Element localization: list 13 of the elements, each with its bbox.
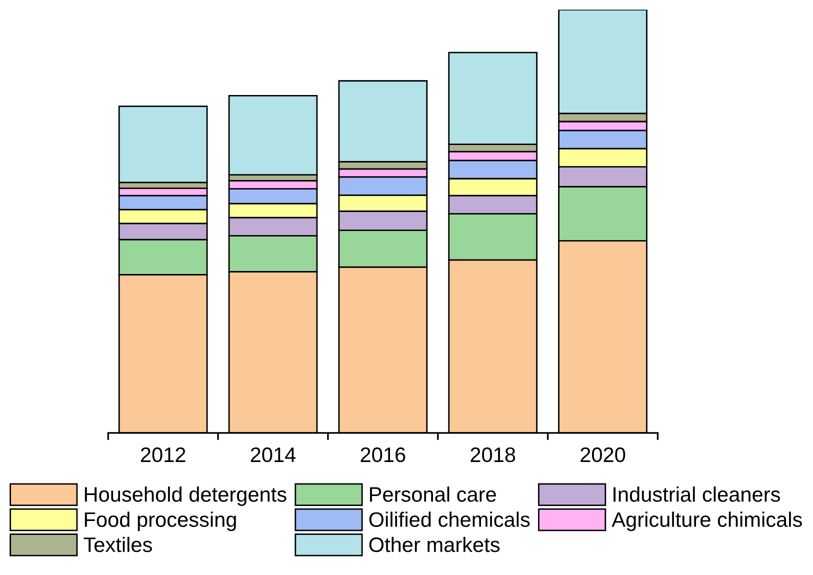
- x-tick-label: 2016: [360, 447, 406, 462]
- legend-label: Other markets: [369, 536, 500, 552]
- legend-label: Textiles: [84, 536, 152, 552]
- legend-label: Food processing: [84, 512, 236, 532]
- x-tick-label: 2012: [140, 447, 186, 462]
- x-tick-label: 2020: [580, 447, 626, 462]
- x-tick-label: 2014: [250, 447, 296, 462]
- legend-label: Industrial cleaners: [614, 486, 780, 502]
- legend-label: Oilified chemicals: [369, 512, 530, 527]
- legend-label: Personal care: [370, 486, 496, 502]
- legend-label: Household detergents: [84, 486, 286, 506]
- legend-label: Agriculture chimicals: [612, 512, 802, 532]
- x-tick-label: 2018: [470, 447, 516, 462]
